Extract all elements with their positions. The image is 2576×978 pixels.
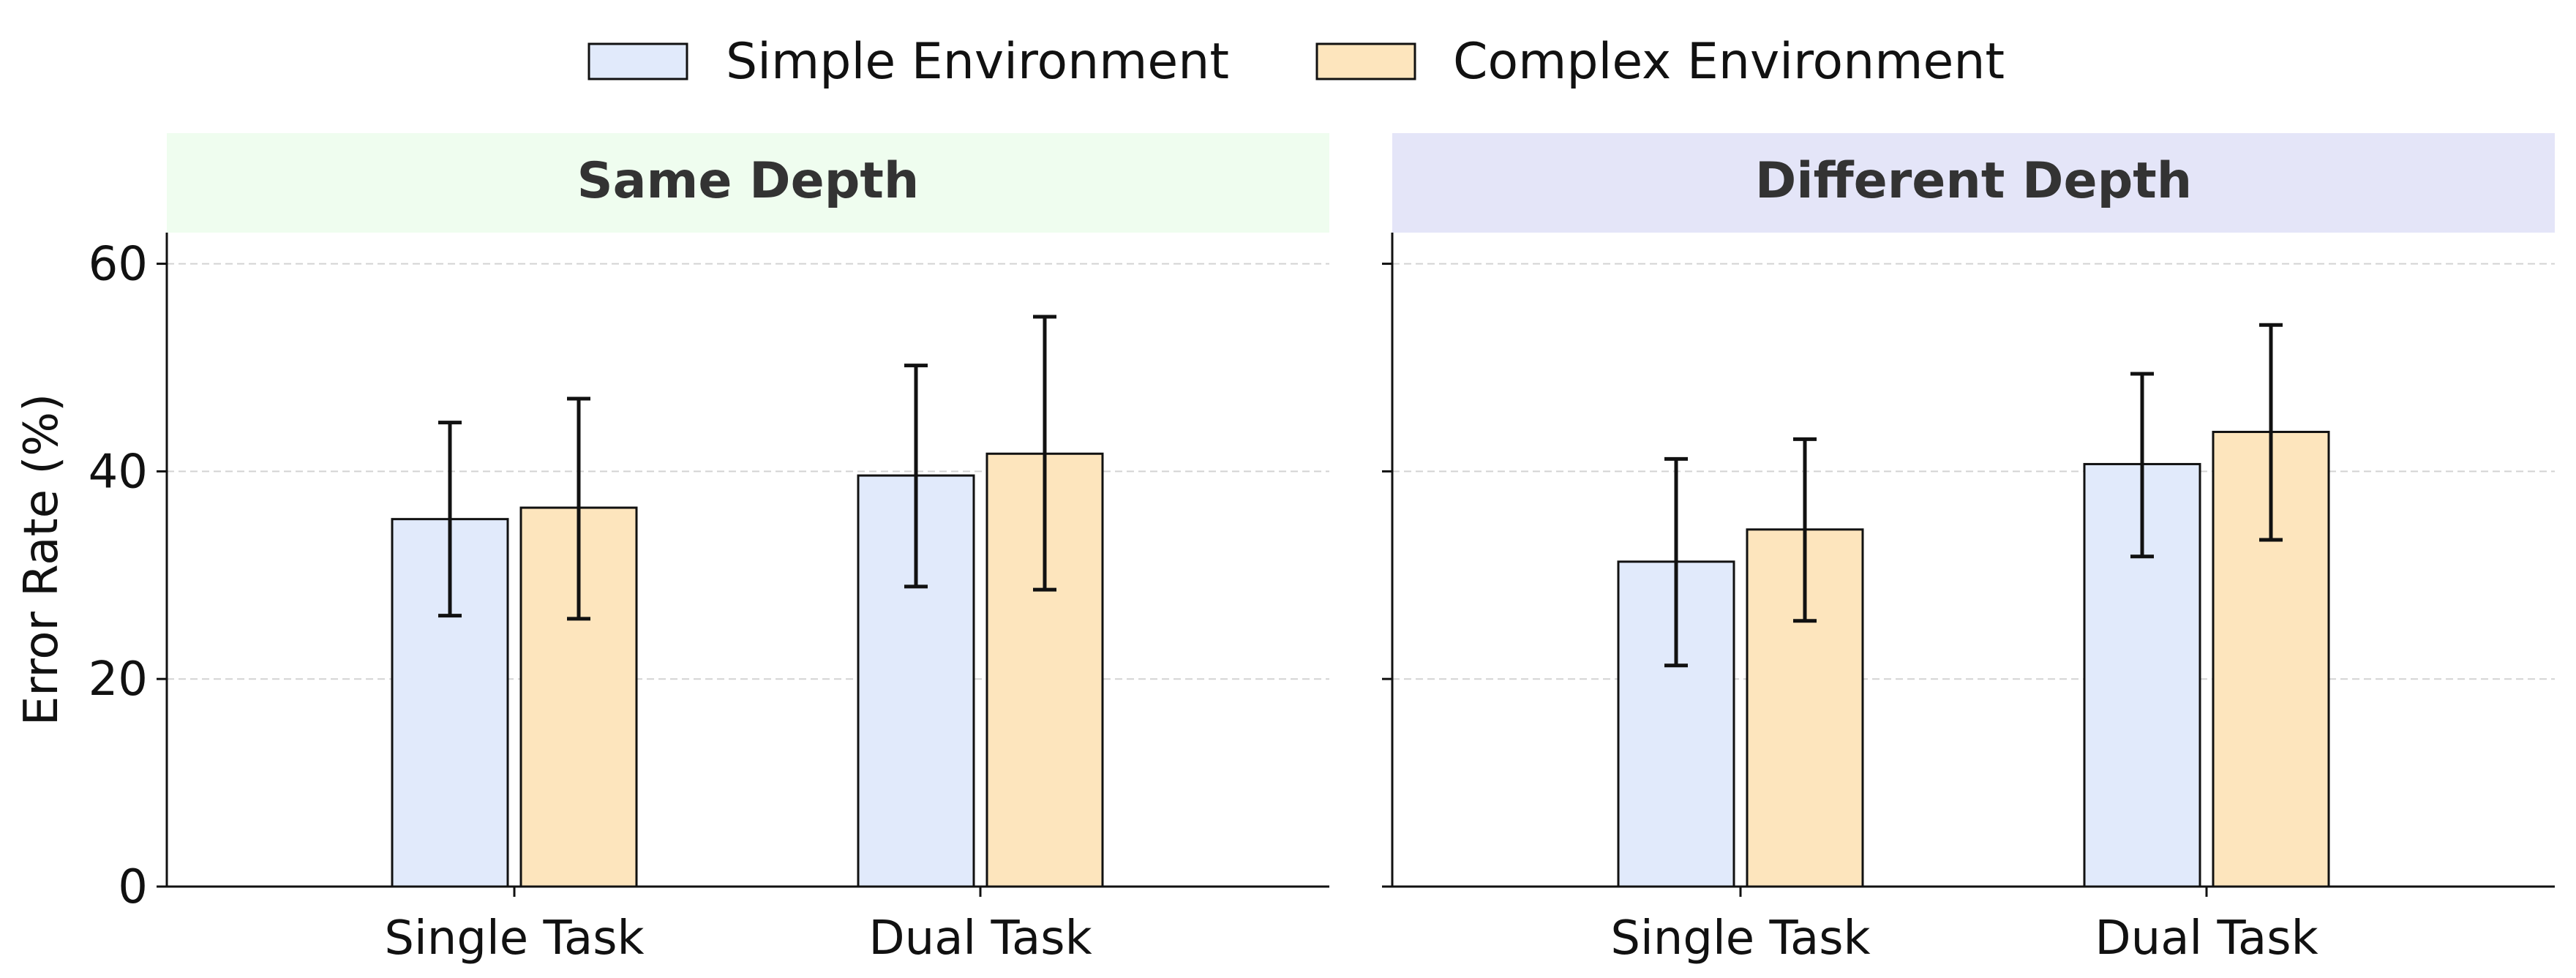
bar-same-depth-single-task-complex (519, 506, 638, 888)
x-tick-label-different-depth-0: Single Task (1610, 911, 1870, 966)
panel-header-same-depth (167, 133, 1329, 233)
legend-swatch-complex-environment (1315, 42, 1416, 80)
legend: Simple Environment Complex Environment (587, 33, 2005, 91)
panel-title-same-depth: Same Depth (577, 152, 920, 210)
x-tick-label-different-depth-1: Dual Task (2095, 911, 2318, 966)
legend-label-simple-environment: Simple Environment (726, 33, 1229, 91)
panel-title-different-depth: Different Depth (1755, 152, 2192, 210)
panel-same-depth: Same Depth 0 20 40 60 Single Task Dual Task (89, 133, 1329, 966)
panel-header-different-depth (1392, 133, 2555, 233)
panel-different-depth: Different Depth Single Task Dual Task (1382, 133, 2555, 966)
y-tick-label-40: 40 (89, 445, 148, 499)
legend-swatch-simple-environment (587, 42, 688, 80)
y-tick-label-20: 20 (89, 652, 148, 707)
y-axis-label: Error Rate (%) (15, 394, 69, 726)
y-tick-label-0: 0 (118, 860, 148, 914)
x-tick-label-same-depth-1: Dual Task (868, 911, 1092, 966)
x-tick-label-same-depth-0: Single Task (384, 911, 644, 966)
y-tick-label-60: 60 (89, 238, 148, 292)
legend-label-complex-environment: Complex Environment (1453, 33, 2005, 91)
